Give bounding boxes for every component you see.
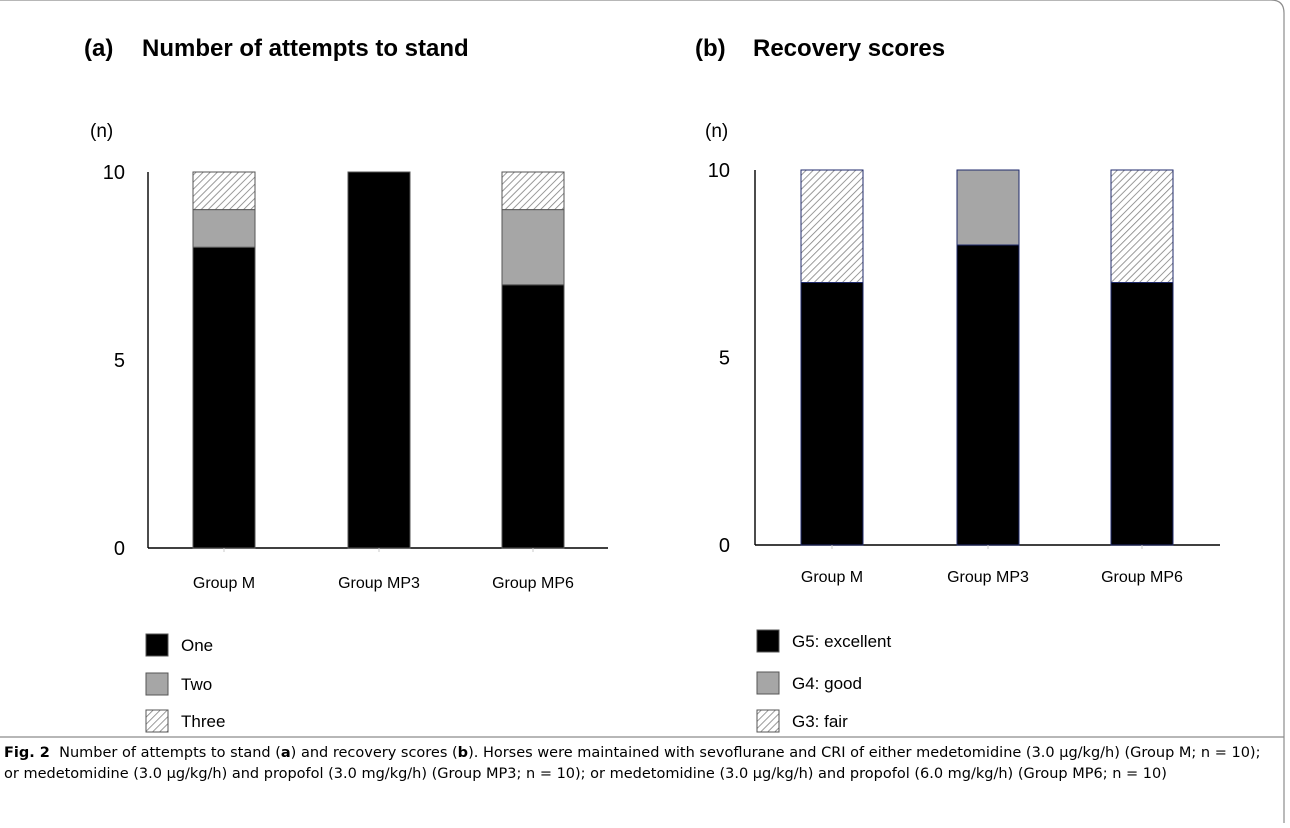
bar-segment-group-mp6-1 — [1110, 282, 1174, 546]
legend-label-1: G5: excellent — [792, 632, 891, 651]
y-tick-label-10: 10 — [708, 160, 730, 182]
caption-label: Fig. 2 — [4, 745, 50, 761]
bar-segment-group-m-3 — [192, 171, 256, 211]
bar-segment-group-mp3-1 — [956, 244, 1020, 546]
panel-a-title: Number of attempts to stand — [142, 35, 469, 62]
x-tick-label-group-mp6: Group MP6 — [1101, 569, 1183, 586]
legend-swatch-3 — [756, 709, 780, 733]
panel-b-unit: (n) — [705, 121, 728, 142]
legend-swatch-1 — [145, 633, 169, 657]
panel-a-unit: (n) — [90, 121, 113, 142]
x-tick-label-group-m: Group M — [193, 575, 255, 592]
legend-label-3: G3: fair — [792, 712, 848, 731]
panel-b-label: (b) — [695, 35, 726, 62]
panel-a-y-ticks: 0 5 10 — [103, 162, 125, 560]
bar-segment-group-mp6-3 — [1110, 169, 1174, 283]
panel-a-label: (a) — [84, 35, 113, 62]
bar-segment-group-m-1 — [192, 246, 256, 549]
caption-ref-a: a — [280, 745, 291, 761]
caption-text-3: ). Horses were maintained with sevoflura… — [4, 745, 1261, 782]
y-tick-label-5: 5 — [114, 350, 125, 372]
y-tick-label-10: 10 — [103, 162, 125, 184]
caption-ref-b: b — [457, 745, 469, 761]
legend-label-2: Two — [181, 675, 212, 694]
figure-canvas: (a) Number of attempts to stand (n) 0 5 10… — [84, 35, 1220, 733]
y-tick-label-5: 5 — [719, 348, 730, 370]
bar-segment-group-mp6-3 — [501, 171, 565, 211]
legend-label-3: Three — [181, 712, 225, 731]
bar-segment-group-m-2 — [192, 209, 256, 248]
panel-a: (a) Number of attempts to stand (n) 0 5 10… — [84, 35, 608, 733]
x-tick-label-group-m: Group M — [801, 569, 863, 586]
legend-label-2: G4: good — [792, 674, 862, 693]
y-tick-label-0: 0 — [719, 535, 730, 557]
legend-swatch-3 — [145, 709, 169, 733]
panel-b-x-labels: Group M Group MP3 Group MP6 — [801, 569, 1183, 586]
bar-segment-group-mp6-1 — [501, 284, 565, 549]
legend-label-1: One — [181, 636, 213, 655]
panel-b-bars — [800, 169, 1174, 549]
x-tick-label-group-mp3: Group MP3 — [338, 575, 420, 592]
panel-b-legend: G5: excellent G4: good G3: fair — [756, 629, 891, 733]
panel-b-title: Recovery scores — [753, 35, 945, 62]
figure-caption: Fig. 2 Number of attempts to stand (a) a… — [4, 743, 1274, 785]
panel-a-legend: One Two Three — [145, 633, 225, 733]
legend-swatch-2 — [145, 672, 169, 696]
caption-text-1: Number of attempts to stand ( — [59, 745, 281, 761]
caption-text-2: ) and recovery scores ( — [290, 745, 458, 761]
panel-a-x-labels: Group M Group MP3 Group MP6 — [193, 575, 574, 592]
x-tick-label-group-mp6: Group MP6 — [492, 575, 574, 592]
y-tick-label-0: 0 — [114, 538, 125, 560]
legend-swatch-1 — [756, 629, 780, 653]
legend-swatch-2 — [756, 671, 780, 695]
bar-segment-group-m-1 — [800, 282, 864, 546]
bar-segment-group-mp6-2 — [501, 209, 565, 286]
x-tick-label-group-mp3: Group MP3 — [947, 569, 1029, 586]
panel-b-y-ticks: 0 5 10 — [708, 160, 730, 557]
bar-segment-group-mp3-2 — [956, 169, 1020, 246]
bar-segment-group-mp3-1 — [347, 171, 411, 549]
bar-segment-group-m-3 — [800, 169, 864, 283]
panel-a-bars — [192, 171, 565, 552]
